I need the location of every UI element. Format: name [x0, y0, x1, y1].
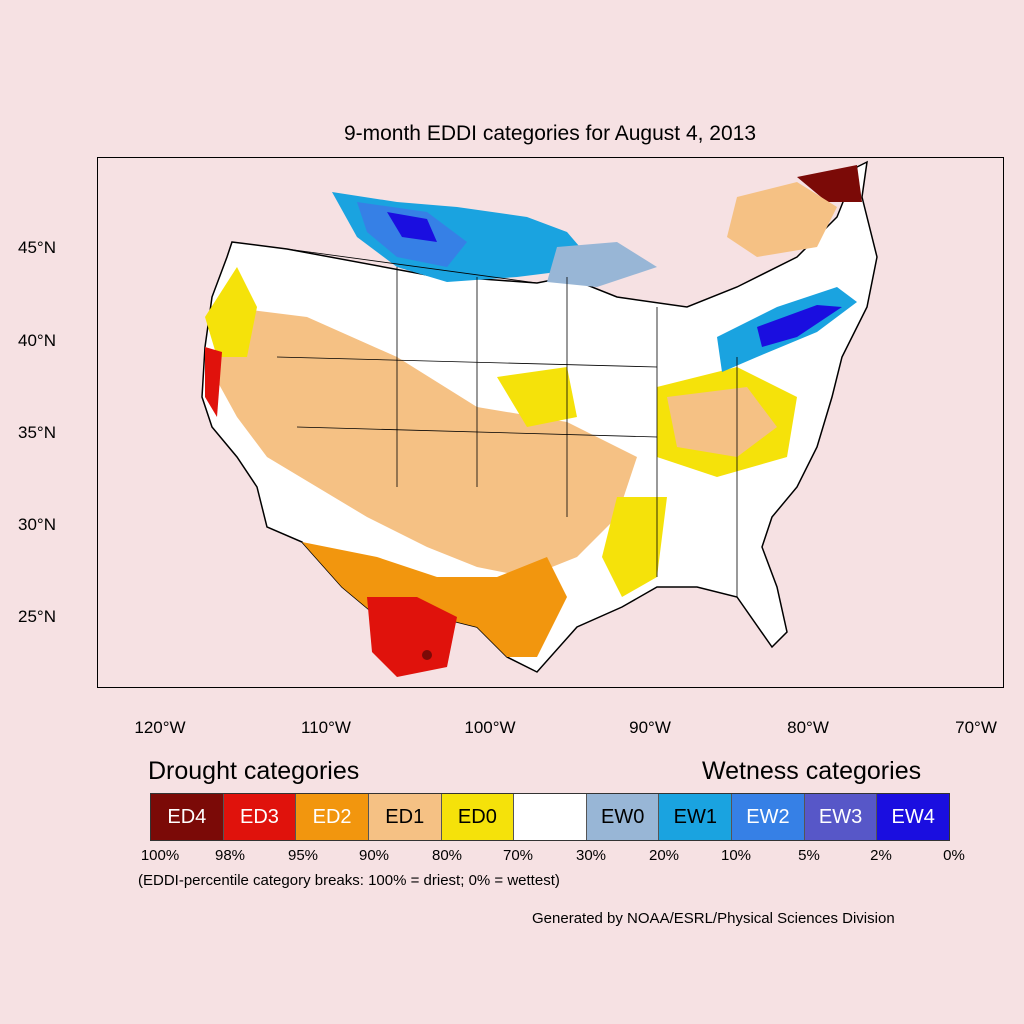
break-label: 98% [214, 847, 246, 864]
x-label-100w: 100°W [464, 718, 516, 737]
ed1-region [215, 307, 637, 577]
legend-cell-ew1: EW1 [659, 794, 733, 840]
break-label: 30% [575, 847, 607, 864]
break-label: 10% [720, 847, 752, 864]
break-label: 90% [358, 847, 390, 864]
drought-heading: Drought categories [148, 757, 360, 785]
map-title: 9-month EDDI categories for August 4, 20… [343, 122, 757, 145]
break-label: 80% [431, 847, 463, 864]
y-label-30n: 30°N [18, 515, 56, 534]
y-label-45n: 45°N [18, 238, 56, 257]
ed3-region [367, 597, 457, 677]
credit-line: Generated by NOAA/ESRL/Physical Sciences… [532, 910, 895, 927]
x-label-90w: 90°W [629, 718, 671, 737]
legend-cell-ew4: EW4 [877, 794, 950, 840]
legend-cell-ew0: EW0 [586, 794, 660, 840]
map-frame [97, 157, 1004, 688]
legend-cell-ew3: EW3 [804, 794, 878, 840]
legend-cell-neutral [514, 794, 587, 840]
legend-cell-ed3: ED3 [223, 794, 297, 840]
x-label-120w: 120°W [134, 718, 186, 737]
break-label: 95% [287, 847, 319, 864]
break-label: 5% [798, 847, 820, 864]
break-label: 100% [140, 847, 180, 864]
y-label-25n: 25°N [18, 607, 56, 626]
legend-cell-ed4: ED4 [151, 794, 224, 840]
legend-cell-ed1: ED1 [368, 794, 442, 840]
wetness-heading: Wetness categories [702, 757, 922, 785]
legend-cell-ew2: EW2 [732, 794, 805, 840]
break-label: 2% [870, 847, 892, 864]
legend-cell-ed2: ED2 [296, 794, 369, 840]
ed2-region [302, 542, 567, 657]
legend-cell-ed0: ED0 [441, 794, 515, 840]
break-label: 20% [648, 847, 680, 864]
x-label-80w: 80°W [787, 718, 829, 737]
break-label: 0% [943, 847, 965, 864]
break-label: 70% [502, 847, 534, 864]
x-label-70w: 70°W [955, 718, 997, 737]
y-label-40n: 40°N [18, 331, 56, 350]
eddi-map [97, 157, 1004, 688]
x-label-110w: 110°W [301, 718, 351, 737]
category-legend-bar: ED4 ED3 ED2 ED1 ED0 EW0 EW1 EW2 EW3 EW4 [150, 793, 950, 841]
y-label-35n: 35°N [18, 423, 56, 442]
legend-note: (EDDI-percentile category breaks: 100% =… [138, 872, 560, 889]
